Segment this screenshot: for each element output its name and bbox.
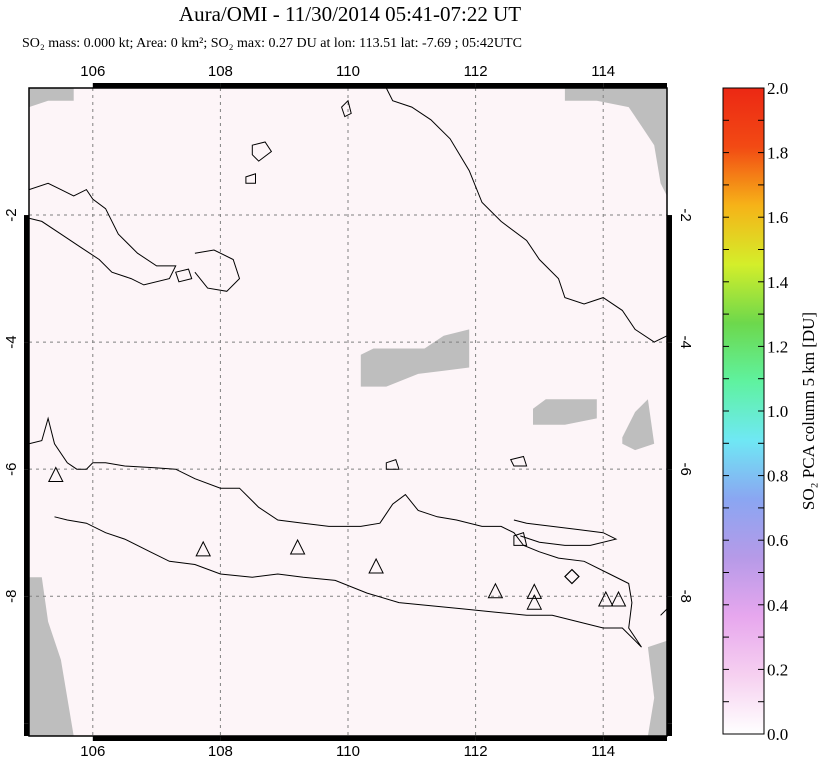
volcano-marker [289,538,306,555]
no-data-region [29,88,74,108]
y-tick-label-right: -6 [677,463,694,476]
island-outline [341,99,352,118]
coastline [29,182,177,286]
frame-bar-right [667,342,672,470]
volcano-layer [47,466,627,610]
y-tick-label-left: -4 [3,335,20,348]
coastline [29,416,642,648]
frame-bar-top [475,83,604,88]
frame-bar-left [24,723,29,736]
frame-bar-top [220,83,348,88]
colorbar: 0.0 0.2 0.4 0.6 0.8 1.0 1.2 1.4 1.6 1.8 2.0 SO₂ PCA… [722,79,818,744]
island-outline [245,173,256,184]
volcano-marker [47,466,64,482]
no-data-region [622,399,655,451]
coastline [385,88,667,343]
frame-bar-right [667,723,672,736]
volcano-marker [487,582,504,599]
colorbar-tick-label: 0.2 [767,660,788,679]
frame-bar-top [92,83,221,88]
y-tick-label-left: -2 [3,208,20,221]
frame-bar-left [24,596,29,724]
x-tick-label-bottom: 108 [208,743,233,759]
x-tick-label-bottom: 112 [464,743,488,759]
frame-bar-left [24,215,29,343]
no-data-region [564,88,667,196]
volcano-marker [526,594,543,610]
x-tick-label-top: 108 [208,63,233,80]
no-data-region [647,640,667,736]
island-outline [513,532,528,546]
y-tick-label-left: -6 [3,463,20,476]
island-outline [509,455,528,467]
x-tick-label-top: 110 [336,63,360,80]
x-tick-label-top: 114 [591,63,615,80]
frame-bar-right [667,215,672,343]
x-tick-label-bottom: 106 [80,743,105,759]
no-data-region [29,577,74,736]
colorbar-tick-label: 0.4 [767,596,789,615]
y-tick-label-right: -8 [677,590,694,603]
axis-layer: 106 106 108 108 110 110 112 112 114 114 -2 -2 -4 -4 -6… [3,63,694,759]
volcano-marker [368,557,384,574]
coastline [513,519,618,546]
colorbar-tick-label: 0.8 [767,467,788,486]
x-tick-label-bottom: 114 [591,743,615,759]
so2-max-marker [564,568,580,585]
coastline [660,608,667,635]
x-tick-label-top: 112 [464,63,488,80]
frame-bar-bottom [92,736,221,741]
no-data-region [360,329,470,387]
coastline [194,249,241,292]
frame-bar-top [603,83,667,88]
no-data-region [533,399,597,425]
frame-bar-left [24,469,29,597]
frame-bar-right [667,596,672,724]
colorbar-tick-label: 2.0 [767,79,788,98]
frame-bar-left [24,342,29,470]
frame-bar-top [348,83,476,88]
colorbar-label: SO₂ PCA column 5 km [DU] [799,312,818,510]
frame-bar-right [667,469,672,597]
x-tick-label-bottom: 110 [336,743,360,759]
colorbar-gradient [722,87,765,735]
colorbar-tick-label: 0.0 [767,725,788,744]
colorbar-tick-label: 1.0 [767,402,788,421]
no-data-layer [29,88,667,736]
island-outline [251,141,273,162]
x-tick-label-top: 106 [80,63,105,80]
chart-subtitle: SO₂ mass: 0.000 kt; Area: 0 km²; SO₂ max… [22,36,522,51]
volcano-marker [597,590,614,607]
frame-bar-bottom [348,736,476,741]
y-tick-label-right: -4 [677,335,694,348]
volcano-marker [195,540,212,557]
y-tick-label-right: -2 [677,208,694,221]
colorbar-tick-label: 1.8 [767,144,788,163]
volcano-marker [526,583,543,599]
chart-title: Aura/OMI - 11/30/2014 05:41-07:22 UT [178,2,522,26]
island-outline [385,458,400,470]
colorbar-tick-label: 1.6 [767,208,788,227]
colorbar-tick-label: 1.4 [767,273,789,292]
frame-bar-bottom [475,736,604,741]
coastline-layer [29,88,667,648]
island-outline [175,268,193,283]
frame-bar-bottom [220,736,348,741]
y-tick-label-left: -8 [3,590,20,603]
volcano-marker [610,590,627,607]
colorbar-tick-label: 1.2 [767,337,788,356]
frame-bar-bottom [603,736,667,741]
colorbar-tick-label: 0.6 [767,531,788,550]
